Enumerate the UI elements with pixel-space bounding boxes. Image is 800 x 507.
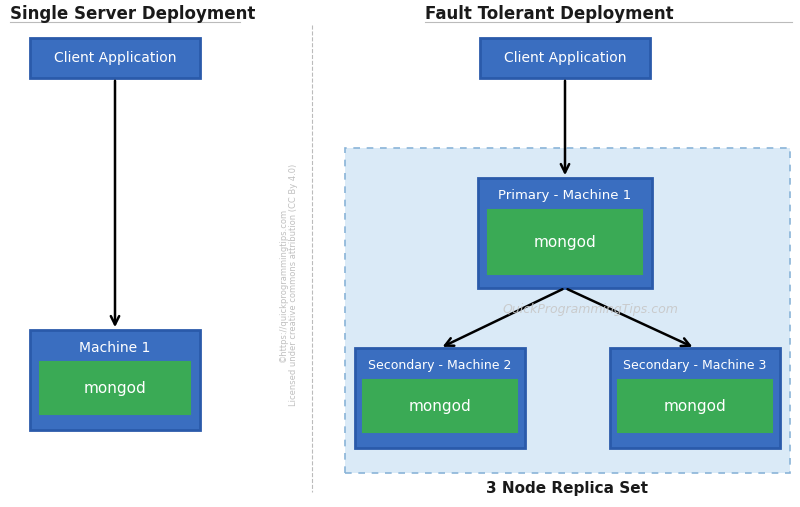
Text: Licensed under creative commons attribution (CC By 4.0): Licensed under creative commons attribut… [290, 164, 298, 406]
FancyBboxPatch shape [618, 380, 772, 432]
Text: Fault Tolerant Deployment: Fault Tolerant Deployment [425, 5, 674, 23]
Text: Machine 1: Machine 1 [79, 341, 150, 355]
FancyBboxPatch shape [488, 210, 642, 274]
FancyBboxPatch shape [40, 362, 190, 414]
FancyBboxPatch shape [363, 380, 517, 432]
Text: ©https://quickprogrammingtips.com: ©https://quickprogrammingtips.com [278, 208, 287, 362]
Text: Secondary - Machine 2: Secondary - Machine 2 [368, 359, 512, 373]
Text: mongod: mongod [664, 399, 726, 414]
FancyBboxPatch shape [355, 348, 525, 448]
FancyBboxPatch shape [345, 148, 790, 473]
Text: mongod: mongod [534, 235, 596, 249]
FancyBboxPatch shape [478, 178, 652, 288]
Text: Client Application: Client Application [54, 51, 176, 65]
FancyBboxPatch shape [30, 330, 200, 430]
Text: Primary - Machine 1: Primary - Machine 1 [498, 190, 632, 202]
Text: mongod: mongod [84, 380, 146, 395]
Text: Secondary - Machine 3: Secondary - Machine 3 [623, 359, 766, 373]
Text: Single Server Deployment: Single Server Deployment [10, 5, 255, 23]
Text: Client Application: Client Application [504, 51, 626, 65]
Text: mongod: mongod [409, 399, 471, 414]
FancyBboxPatch shape [480, 38, 650, 78]
FancyBboxPatch shape [30, 38, 200, 78]
Text: 3 Node Replica Set: 3 Node Replica Set [486, 482, 649, 496]
FancyBboxPatch shape [610, 348, 780, 448]
Text: QuickProgrammingTips.com: QuickProgrammingTips.com [502, 304, 678, 316]
